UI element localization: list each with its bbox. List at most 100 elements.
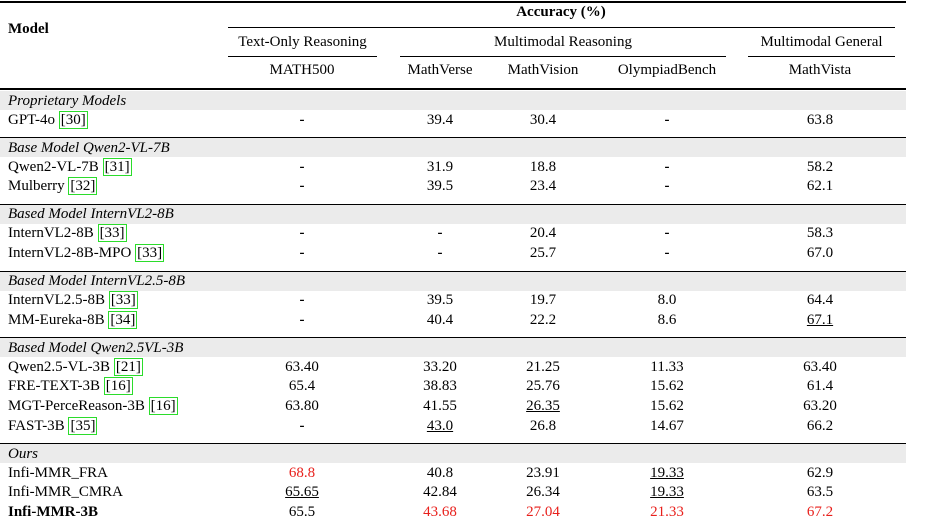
cell: 23.91 xyxy=(526,464,560,481)
section-band xyxy=(0,338,906,358)
name: Mulberry xyxy=(8,178,65,195)
citation: [34] xyxy=(108,310,138,329)
cell: 19.33 xyxy=(650,464,684,481)
cell: 58.3 xyxy=(806,225,834,242)
cell: 43.0 xyxy=(426,417,454,434)
cell: 22.2 xyxy=(529,311,557,328)
cell: 61.4 xyxy=(806,378,834,395)
name: FAST-3B xyxy=(8,417,65,434)
cell: 25.76 xyxy=(526,378,560,395)
cell: 30.4 xyxy=(529,111,557,128)
cell: 63.80 xyxy=(285,397,319,414)
cell: 33.20 xyxy=(423,358,457,375)
cell: 68.8 xyxy=(288,464,316,481)
cell: 21.33 xyxy=(650,503,684,520)
section-title: Ours xyxy=(8,445,39,462)
citation: [31] xyxy=(102,157,132,176)
cell: - xyxy=(299,311,305,328)
cell: 63.40 xyxy=(803,358,837,375)
cell: 25.7 xyxy=(529,244,557,261)
cell: 14.67 xyxy=(650,417,684,434)
name: Qwen2.5-VL-3B xyxy=(8,358,111,375)
cell: 62.9 xyxy=(806,464,834,481)
cell: 40.8 xyxy=(426,464,454,481)
cell: 65.4 xyxy=(288,378,316,395)
cell: 19.7 xyxy=(529,292,557,308)
section-title: Proprietary Models xyxy=(8,92,127,109)
cell: 26.35 xyxy=(526,397,560,414)
section-band xyxy=(0,271,906,291)
citation: [16] xyxy=(148,396,178,415)
cell: 39.4 xyxy=(426,111,454,128)
cell: 8.6 xyxy=(657,311,677,328)
rule xyxy=(400,56,726,57)
cell: - xyxy=(299,417,305,434)
name: Infi-MMR_FRA xyxy=(8,464,109,481)
cell: 15.62 xyxy=(650,397,684,414)
column-header: MATH500 xyxy=(269,62,335,78)
model-name: Qwen2.5-VL-3B [21] xyxy=(8,357,143,376)
cell: 31.9 xyxy=(426,158,454,175)
model-name: Infi-MMR-3B xyxy=(8,503,98,521)
cell: - xyxy=(664,158,670,175)
section-band xyxy=(0,444,906,464)
cell: 58.2 xyxy=(806,158,834,175)
model-name: Infi-MMR_FRA xyxy=(8,464,108,482)
name: Infi-MMR-3B xyxy=(8,503,98,520)
cell: 8.0 xyxy=(657,292,677,308)
cell: - xyxy=(664,244,670,261)
column-header: MathVista xyxy=(788,62,852,78)
rule xyxy=(228,56,377,57)
header-accuracy: Accuracy (%) xyxy=(516,4,606,20)
rule xyxy=(0,203,906,205)
name: Qwen2-VL-7B xyxy=(8,158,99,175)
cell: 65.65 xyxy=(285,484,319,501)
citation: [33] xyxy=(135,243,165,262)
model-name: InternVL2.5-8B [33] xyxy=(8,291,138,309)
citation: [33] xyxy=(108,291,138,309)
section-title: Based Model InternVL2.5-8B xyxy=(8,273,186,289)
citation: [16] xyxy=(103,377,133,396)
cell: 19.33 xyxy=(650,484,684,501)
group-label: Multimodal General xyxy=(760,34,883,50)
cell: 38.83 xyxy=(423,378,457,395)
cell: 63.40 xyxy=(285,358,319,375)
cell: - xyxy=(299,111,305,128)
cell: - xyxy=(299,244,305,261)
model-name: Mulberry [32] xyxy=(8,177,98,196)
name: MM-Eureka-8B xyxy=(8,311,105,328)
cell: 67.0 xyxy=(806,244,834,261)
cell: 65.5 xyxy=(288,503,316,520)
name: Infi-MMR_CMRA xyxy=(8,484,124,501)
group-label: Multimodal Reasoning xyxy=(494,34,632,50)
model-name: InternVL2-8B [33] xyxy=(8,224,127,243)
name: MGT-PerceReason-3B xyxy=(8,397,145,414)
cell: 67.1 xyxy=(806,311,834,328)
cell: 62.1 xyxy=(806,178,834,195)
rule xyxy=(0,137,906,139)
cell: 66.2 xyxy=(806,417,834,434)
rule xyxy=(0,1,906,3)
column-header: OlympiadBench xyxy=(617,62,717,78)
model-name: FAST-3B [35] xyxy=(8,416,98,435)
model-name: Infi-MMR_CMRA xyxy=(8,483,123,501)
cell: 63.5 xyxy=(806,484,834,501)
cell: - xyxy=(299,158,305,175)
cell: 40.4 xyxy=(426,311,454,328)
cell: 26.8 xyxy=(529,417,557,434)
cell: 18.8 xyxy=(529,158,557,175)
cell: 26.34 xyxy=(526,484,560,501)
citation: [30] xyxy=(58,110,88,129)
cell: 27.04 xyxy=(526,503,560,520)
cell: - xyxy=(437,225,443,242)
cell: 64.4 xyxy=(806,292,834,308)
section-band xyxy=(0,204,906,224)
citation: [33] xyxy=(97,224,127,243)
cell: - xyxy=(664,111,670,128)
column-header: MathVision xyxy=(507,62,579,78)
citation: [35] xyxy=(68,416,98,435)
rule xyxy=(0,270,906,272)
rule xyxy=(748,56,895,57)
name: InternVL2-8B-MPO xyxy=(8,244,132,261)
